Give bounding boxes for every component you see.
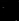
Text: AlGaAs
BARRIER
LAYER: AlGaAs BARRIER LAYER <box>0 0 19 18</box>
Text: MQW/
BARRIERS: MQW/ BARRIERS <box>0 18 19 21</box>
Text: FIG. 1: FIG. 1 <box>3 0 19 21</box>
Text: p-GaAs CAP LAYER: p-GaAs CAP LAYER <box>0 0 19 18</box>
Polygon shape <box>6 4 17 7</box>
Polygon shape <box>5 5 6 16</box>
Polygon shape <box>6 7 16 16</box>
Polygon shape <box>16 4 17 16</box>
Text: GaAs QW: GaAs QW <box>0 4 19 21</box>
